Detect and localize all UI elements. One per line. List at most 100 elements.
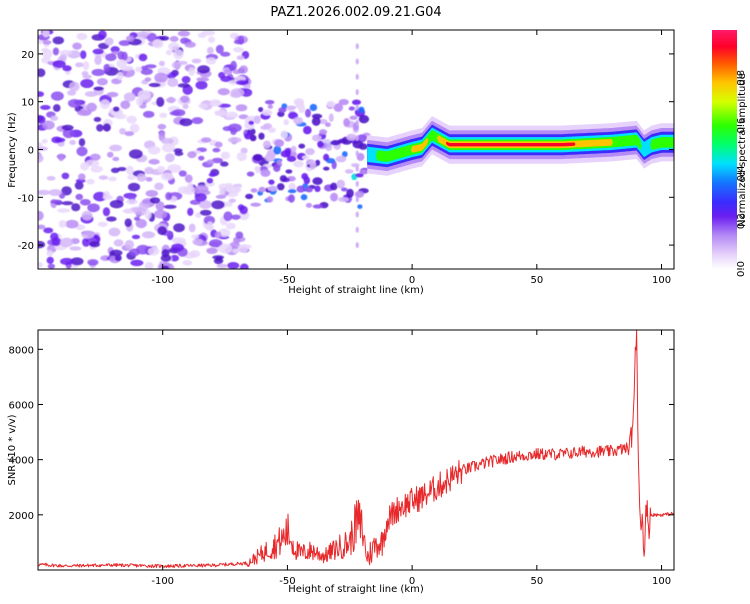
spectrogram-cell	[76, 146, 88, 157]
spectrogram-cell	[250, 188, 258, 193]
spectrogram-cell	[328, 113, 334, 123]
spectrogram-cell	[288, 182, 296, 191]
spectrogram-cell	[208, 172, 217, 177]
spectrogram-cell	[78, 138, 86, 147]
spectrogram-y-tick-label: 20	[21, 50, 34, 61]
spectrogram-cell	[51, 237, 62, 247]
spectrogram-cell	[311, 113, 323, 119]
spectrogram-cell	[159, 35, 170, 41]
spectrogram-cell	[276, 183, 285, 191]
spectrogram-cell	[184, 41, 196, 48]
spectrogram-cell	[53, 104, 61, 112]
spectrogram-cell	[267, 185, 278, 192]
spectrogram-cell	[57, 208, 71, 213]
spectrogram-cell	[217, 88, 230, 96]
spectrogram-cell	[293, 98, 305, 107]
spectrogram-cell	[355, 104, 359, 111]
spectrogram-cell	[305, 148, 315, 156]
spectrogram-cell	[137, 89, 151, 100]
spectrogram-cell	[138, 53, 148, 62]
spectrogram-noise-blobs	[38, 30, 253, 269]
spectrogram-cell	[318, 118, 328, 125]
spectrogram-cell	[41, 138, 48, 144]
spectrogram-cell	[90, 153, 101, 161]
spectrogram-cell	[165, 192, 173, 201]
spectrogram-cell	[233, 237, 241, 244]
spectrogram-cell	[140, 68, 153, 75]
spectrogram-cell	[283, 119, 289, 126]
spectrogram-cell	[124, 131, 135, 137]
spectrogram-cell	[50, 115, 59, 121]
spectrogram-cell	[38, 224, 46, 230]
spectrogram-cell	[336, 179, 345, 189]
spectrogram-cell	[105, 53, 117, 62]
spectrogram-cell	[114, 113, 127, 120]
spectrogram-cell	[41, 47, 50, 53]
spectrogram-cell	[191, 58, 202, 64]
spectrogram-cell	[309, 103, 318, 112]
spectrogram-cell	[133, 216, 140, 221]
spectrogram-cell	[165, 49, 173, 56]
spectrogram-cell	[225, 111, 239, 119]
spectrogram-cell	[46, 249, 54, 257]
spectrogram-cell	[82, 60, 90, 71]
spectrogram-cell	[127, 182, 141, 192]
spectrogram-cell	[355, 226, 359, 233]
snr-y-tick-label: 8000	[9, 345, 34, 356]
spectrogram-cell	[145, 176, 153, 182]
spectrogram-cell	[233, 39, 245, 45]
spectrogram-cell	[215, 194, 227, 199]
snr-panel: -100 -50 0 50 100 2000 4000 6000 8000 Height of…	[7, 329, 675, 595]
spectrogram-cell	[330, 192, 338, 202]
spectrogram-cell	[235, 231, 244, 239]
spectrogram-cell	[264, 99, 275, 105]
spectrogram-cell	[42, 120, 55, 130]
spectrogram-cell	[225, 222, 236, 230]
spectrogram-cell	[116, 71, 124, 81]
spectrogram-cell	[206, 46, 214, 55]
spectrogram-cell	[285, 148, 291, 158]
spectrogram-cell	[187, 207, 194, 217]
spectrogram-cell	[72, 42, 82, 50]
spectrogram-cell	[214, 231, 222, 239]
spectrogram-cell	[261, 109, 273, 116]
spectrogram-cell	[230, 214, 241, 220]
snr-x-tick-label: 0	[409, 576, 415, 587]
spectrogram-cell	[69, 140, 76, 145]
spectrogram-cell	[110, 46, 120, 53]
spectrogram-x-tick-label: 0	[409, 275, 415, 286]
spectrogram-cell	[178, 170, 187, 177]
spectrogram-cell	[169, 110, 181, 116]
spectrogram-cell	[40, 105, 51, 110]
spectrogram-cell	[62, 65, 72, 72]
spectrogram-cell	[59, 49, 73, 55]
spectrogram-cell	[200, 137, 212, 143]
spectrogram-cell	[224, 184, 235, 193]
spectrogram-cell	[174, 151, 184, 156]
spectrogram-cell	[76, 32, 88, 41]
spectrogram-cell	[291, 145, 297, 153]
spectrogram-cell	[194, 184, 209, 194]
spectrogram-cell	[61, 201, 74, 206]
spectrogram-cell	[245, 193, 254, 200]
spectrogram-cell	[155, 201, 165, 211]
colorbar-tick-label: 0.2	[736, 213, 747, 229]
spectrogram-cell	[187, 151, 197, 159]
spectrogram-cell	[232, 248, 240, 254]
spectrogram-cell	[352, 140, 364, 149]
spectrogram-cell	[346, 188, 354, 198]
spectrogram-cell	[120, 100, 131, 110]
spectrogram-cell	[311, 134, 322, 142]
spectrogram-cell	[43, 227, 54, 234]
spectrogram-cell	[273, 164, 281, 172]
spectrogram-cell	[148, 158, 160, 165]
spectrogram-cell	[124, 208, 133, 214]
spectrogram-cell	[161, 137, 174, 145]
spectrogram-cell	[156, 97, 165, 107]
spectrogram-cell	[42, 40, 52, 45]
spectrogram-cell	[344, 169, 354, 174]
spectrogram-cell	[189, 249, 201, 258]
spectrogram-cell	[228, 198, 237, 203]
spectrogram-cell	[62, 128, 75, 139]
